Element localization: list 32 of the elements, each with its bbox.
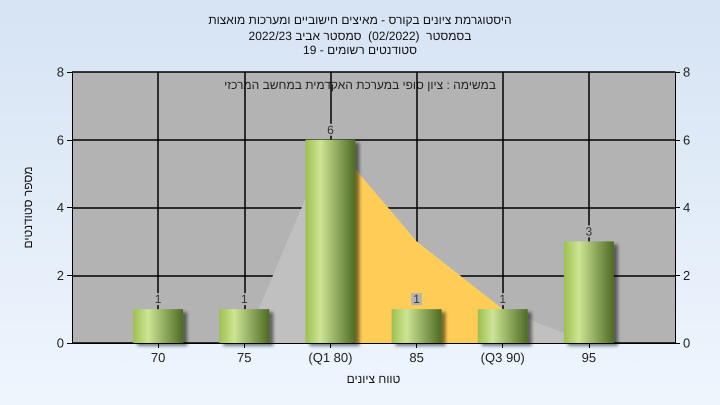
bar [478, 309, 528, 343]
data-label: 1 [240, 292, 248, 306]
x-tick-label: (Q1 80) [308, 350, 352, 365]
bar [219, 309, 270, 343]
x-tick-label: 75 [237, 350, 252, 365]
data-label: 6 [327, 122, 334, 137]
y-axis-title: מספר סטודנטים [21, 166, 35, 249]
y-tick-label: 6 [56, 132, 64, 148]
y-tick-label: 8 [56, 64, 64, 80]
y-tick-label: 4 [56, 200, 64, 215]
chart-title: היסטוגרמת ציונים בקורס - מאיצים חישוביים ומערכות מואצות [208, 13, 512, 27]
data-label: 3 [586, 224, 593, 238]
y2-tick-label: 2 [683, 268, 690, 283]
x-tick-label: 70 [150, 350, 166, 365]
data-label: 1 [413, 292, 420, 306]
chart-subtitle: בסמסטר (02/2022) סמסטר אביב 2022/23 סטודנטים רשומים - 19 [248, 29, 472, 57]
x-tick-label: (Q3 90) [480, 350, 525, 365]
y2-tick-label: 4 [683, 200, 690, 215]
data-label: 1 [499, 292, 506, 306]
y-tick-label: 2 [56, 268, 64, 283]
y-tick-label: 0 [56, 336, 64, 350]
x-axis-title: טווח ציונים [346, 372, 401, 386]
bar [564, 241, 614, 343]
x-tick-label: 85 [409, 350, 424, 365]
y2-tick-label: 8 [683, 64, 690, 80]
bar [305, 140, 356, 343]
data-label: 1 [154, 292, 162, 306]
bar [392, 309, 442, 343]
y2-tick-label: 6 [683, 132, 690, 148]
x-tick-label: 95 [582, 350, 596, 365]
y2-tick-label: 0 [683, 336, 690, 350]
bar [133, 309, 184, 343]
